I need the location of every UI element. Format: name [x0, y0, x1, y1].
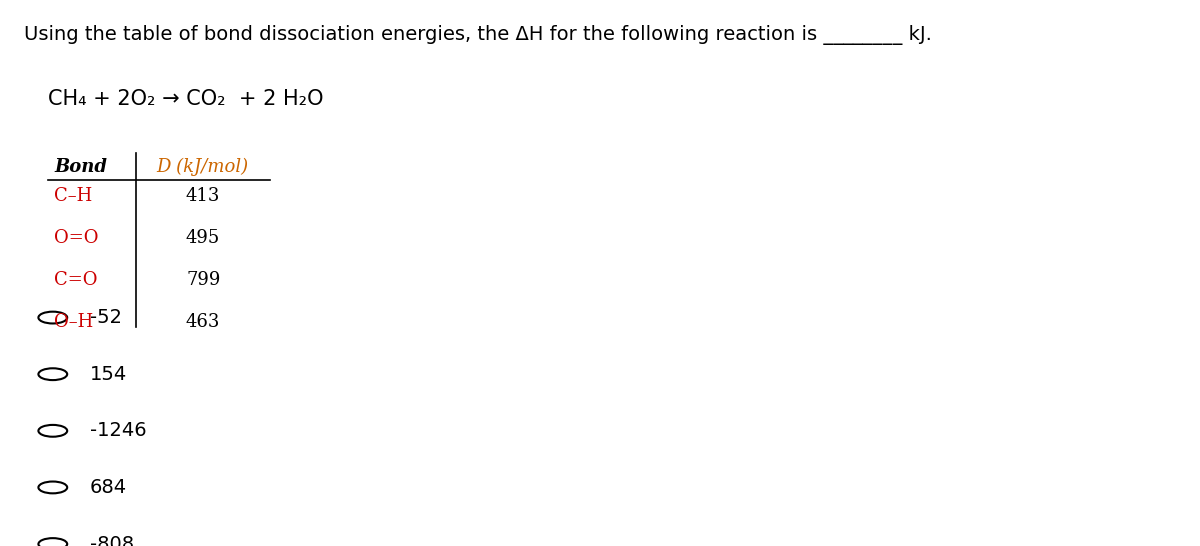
Text: CH₄ + 2O₂ → CO₂  + 2 H₂O: CH₄ + 2O₂ → CO₂ + 2 H₂O	[48, 88, 324, 109]
Text: Bond: Bond	[54, 158, 107, 176]
Text: 463: 463	[186, 313, 221, 331]
Text: -1246: -1246	[90, 422, 146, 440]
Text: O=O: O=O	[54, 229, 98, 247]
Text: 495: 495	[186, 229, 221, 247]
Text: -808: -808	[90, 535, 134, 546]
Text: O–H: O–H	[54, 313, 94, 331]
Text: D (kJ/mol): D (kJ/mol)	[156, 158, 248, 176]
Text: C–H: C–H	[54, 187, 92, 205]
Text: 154: 154	[90, 365, 127, 384]
Text: Using the table of bond dissociation energies, the ΔH for the following reaction: Using the table of bond dissociation ene…	[24, 25, 932, 45]
Text: 799: 799	[186, 271, 221, 289]
Text: 684: 684	[90, 478, 127, 497]
Text: -52: -52	[90, 308, 122, 327]
Text: C=O: C=O	[54, 271, 97, 289]
Text: 413: 413	[186, 187, 221, 205]
